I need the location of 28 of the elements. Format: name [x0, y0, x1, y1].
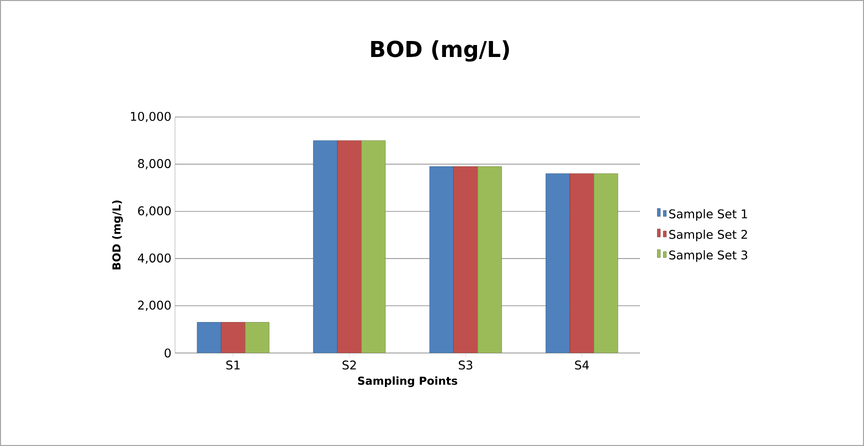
chart-title: BOD (mg/L): [371, 40, 509, 62]
bar: [453, 166, 478, 353]
bar: [337, 140, 362, 353]
x-axis-title: Sampling Points: [358, 376, 458, 388]
x-tick-label: S3: [458, 360, 472, 370]
bar: [313, 140, 338, 353]
bar: [594, 173, 618, 353]
y-tick-label: 8,000: [138, 159, 171, 170]
bar: [196, 322, 222, 353]
bar: [570, 173, 594, 353]
bar: [244, 322, 270, 353]
x-tick-label: S4: [575, 360, 589, 370]
legend-label: Sample Set 3: [669, 250, 748, 262]
bar: [429, 166, 454, 353]
bar: [220, 322, 246, 353]
y-tick-label: 0: [164, 348, 171, 358]
y-axis-title: BOD (mg/L): [112, 200, 123, 270]
x-tick-label: S2: [342, 360, 356, 370]
legend-label: Sample Set 1: [669, 209, 748, 221]
bar: [546, 173, 570, 353]
y-tick-label: 2,000: [138, 300, 171, 311]
y-tick-label: 10,000: [130, 112, 171, 122]
y-tick-label: 4,000: [138, 253, 171, 264]
bar: [361, 140, 386, 353]
y-tick-label: 6,000: [138, 206, 171, 217]
legend-label: Sample Set 2: [669, 230, 747, 242]
x-tick-label: S1: [226, 360, 240, 370]
bar: [477, 166, 502, 353]
